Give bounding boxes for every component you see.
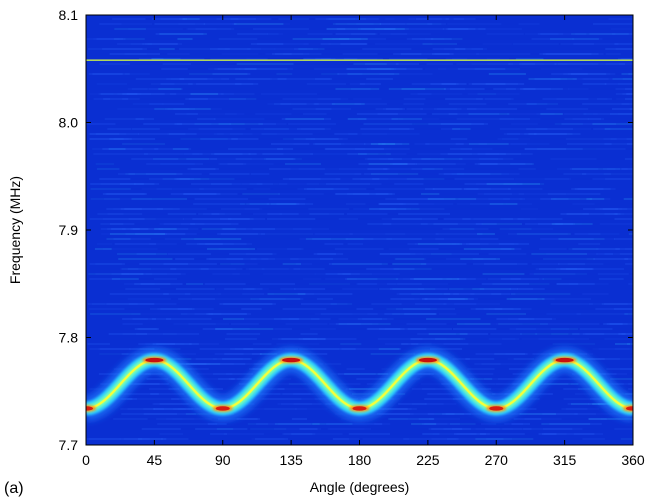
- peak-hotspot: [418, 357, 437, 363]
- x-tick-label: 270: [485, 452, 509, 468]
- x-axis: 0 45 90 135 180 225 270 315 360: [82, 15, 645, 468]
- peak-hotspot: [555, 357, 574, 363]
- y-axis: 7.7 7.8 7.9 8.0 8.1: [59, 7, 633, 453]
- y-tick-label: 7.8: [59, 330, 79, 346]
- trough-hotspot: [352, 406, 367, 411]
- y-tick-label: 8.0: [59, 115, 79, 131]
- y-tick-label: 7.9: [59, 222, 79, 238]
- x-tick-label: 315: [553, 452, 577, 468]
- x-axis-title: Angle (degrees): [310, 479, 410, 495]
- y-tick-label: 7.7: [59, 437, 79, 453]
- trough-hotspot: [489, 406, 504, 411]
- y-axis-title: Frequency (MHz): [7, 176, 23, 284]
- trough-hotspot: [86, 406, 93, 411]
- x-tick-label: 0: [82, 452, 90, 468]
- trough-hotspot: [626, 406, 633, 411]
- heatmap-layer: [86, 18, 633, 440]
- panel-label: (a): [4, 480, 24, 497]
- x-tick-label: 360: [621, 452, 645, 468]
- x-tick-label: 45: [147, 452, 163, 468]
- sinusoidal-band: [86, 347, 633, 422]
- x-tick-label: 90: [215, 452, 231, 468]
- y-tick-label: 8.1: [59, 7, 79, 23]
- x-tick-label: 180: [348, 452, 372, 468]
- x-tick-label: 135: [279, 452, 303, 468]
- x-tick-label: 225: [416, 452, 440, 468]
- plot-area: [85, 14, 634, 446]
- peak-hotspot: [145, 357, 164, 363]
- trough-hotspot: [215, 406, 230, 411]
- peak-hotspot: [282, 357, 301, 363]
